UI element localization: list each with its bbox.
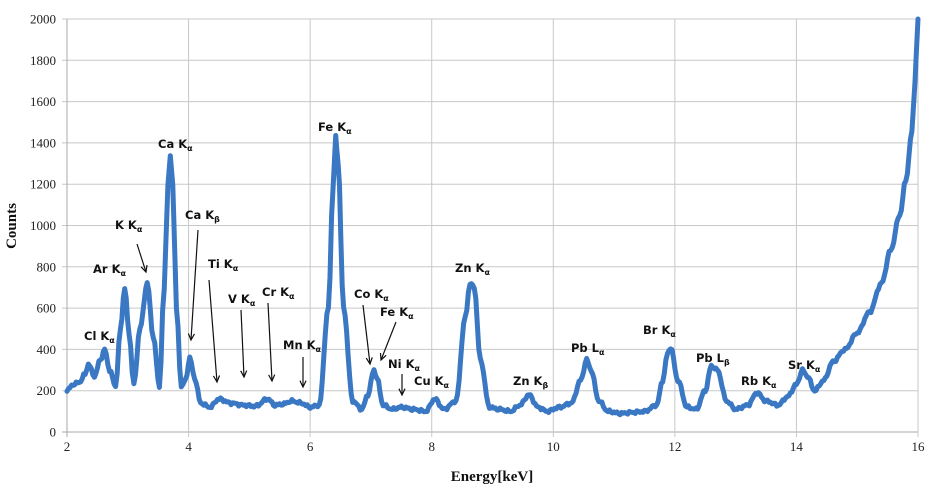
arrow-icon	[267, 302, 273, 382]
x-tick-label: 4	[185, 439, 192, 454]
annotation-label: Ca Kα	[158, 137, 193, 153]
y-tick-label: 600	[37, 301, 57, 316]
annotation-ca-kb: Ca Kβ	[185, 208, 220, 342]
y-tick-label: 1600	[30, 94, 56, 109]
y-axis-title: Counts	[4, 203, 20, 249]
arrow-icon	[136, 243, 147, 273]
annotation-br-ka: Br Kα	[643, 323, 676, 339]
arrowhead-icon	[240, 370, 248, 379]
annotation-label: Fe Kα	[318, 120, 352, 136]
annotation-label: Ca Kβ	[185, 208, 220, 224]
annotation-zn-ka: Zn Kα	[455, 261, 490, 277]
peak-annotations: Cl Kα Ar Kα K Kα Ca Kα Ca Kβ Ti Kα V Kα Cr Kα Mn…	[84, 120, 821, 397]
x-tick-label: 2	[64, 439, 71, 454]
annotation-label: Mn Kα	[283, 338, 322, 354]
annotation-label: Pb Lβ	[696, 351, 730, 367]
arrow-icon	[362, 304, 371, 365]
annotation-k-ka: K Kα	[115, 218, 148, 274]
arrow-icon	[208, 279, 218, 383]
x-axis-title: Energy[keV]	[451, 469, 534, 485]
annotation-ni-ka: Ni Kα	[388, 357, 420, 397]
annotation-label: Pb Lα	[571, 341, 605, 357]
arrowhead-icon	[140, 264, 148, 274]
x-tick-label: 12	[668, 439, 681, 454]
grid-lines	[62, 18, 919, 437]
annotation-label: Cl Kα	[84, 329, 115, 345]
arrow-icon	[380, 321, 397, 361]
annotation-fe-ka: Fe Kα	[318, 120, 352, 136]
y-tick-label: 2000	[30, 12, 56, 27]
arrowhead-icon	[398, 388, 406, 397]
annotation-label: Ti Kα	[208, 257, 239, 273]
x-tick-label: 10	[547, 439, 560, 454]
annotation-pb-la: Pb Lα	[571, 341, 605, 357]
annotation-fe-kb: Fe Kα	[379, 305, 414, 362]
x-tick-label: 14	[790, 439, 804, 454]
annotation-label: Sr Kα	[788, 358, 821, 374]
annotation-label: Rb Kα	[741, 374, 777, 390]
arrowhead-icon	[268, 374, 276, 383]
annotation-rb-ka: Rb Kα	[741, 374, 777, 390]
annotation-label: K Kα	[115, 218, 143, 234]
x-tick-label: 16	[912, 439, 926, 454]
annotation-label: Co Kα	[354, 287, 389, 303]
arrow-icon	[240, 309, 245, 378]
x-tick-label: 8	[428, 439, 435, 454]
y-tick-label: 1000	[30, 218, 56, 233]
annotation-cr-ka: Cr Kα	[262, 285, 295, 383]
annotation-label: Cu Kα	[414, 374, 450, 390]
arrowhead-icon	[379, 352, 387, 362]
y-tick-label: 1800	[30, 53, 56, 68]
annotation-label: Cr Kα	[262, 285, 295, 301]
annotation-label: Zn Kβ	[513, 374, 548, 390]
arrowhead-icon	[187, 333, 195, 342]
y-tick-label: 1200	[30, 177, 56, 192]
annotation-label: Fe Kα	[380, 305, 414, 321]
annotation-cu-ka: Cu Kα	[414, 374, 450, 390]
y-axis-ticks: 0 200 400 600 800 1000 1200 1400 1600 1800 2000	[30, 12, 56, 440]
spectrum-line	[64, 16, 921, 418]
annotation-label: Br Kα	[643, 323, 676, 339]
x-tick-label: 6	[307, 439, 314, 454]
arrowhead-icon	[299, 380, 307, 389]
y-tick-label: 400	[37, 342, 57, 357]
annotation-ca-ka: Ca Kα	[158, 137, 193, 153]
annotation-label: Ni Kα	[388, 357, 420, 373]
y-tick-label: 1400	[30, 135, 56, 150]
annotation-label: Zn Kα	[455, 261, 490, 277]
x-axis-ticks: 2 4 6 8 10 12 14 16	[64, 439, 925, 454]
annotation-co-ka: Co Kα	[354, 287, 389, 366]
annotation-cl-ka: Cl Kα	[84, 329, 115, 345]
annotation-sr-ka: Sr Kα	[788, 358, 821, 374]
y-tick-label: 200	[37, 383, 57, 398]
arrowhead-icon	[212, 375, 221, 384]
arrow-icon	[190, 229, 199, 341]
annotation-label: Ar Kα	[93, 262, 127, 278]
annotation-mn-ka: Mn Kα	[283, 338, 322, 389]
annotation-label: V Kα	[228, 292, 256, 308]
annotation-ti-ka: Ti Kα	[208, 257, 239, 384]
annotation-v-ka: V Kα	[228, 292, 256, 379]
annotation-pb-lb: Pb Lβ	[696, 351, 730, 367]
arrowhead-icon	[365, 357, 373, 366]
y-tick-label: 800	[37, 259, 57, 274]
annotation-zn-kb: Zn Kβ	[513, 374, 548, 390]
y-tick-label: 0	[50, 425, 57, 440]
annotation-ar-ka: Ar Kα	[93, 262, 127, 278]
